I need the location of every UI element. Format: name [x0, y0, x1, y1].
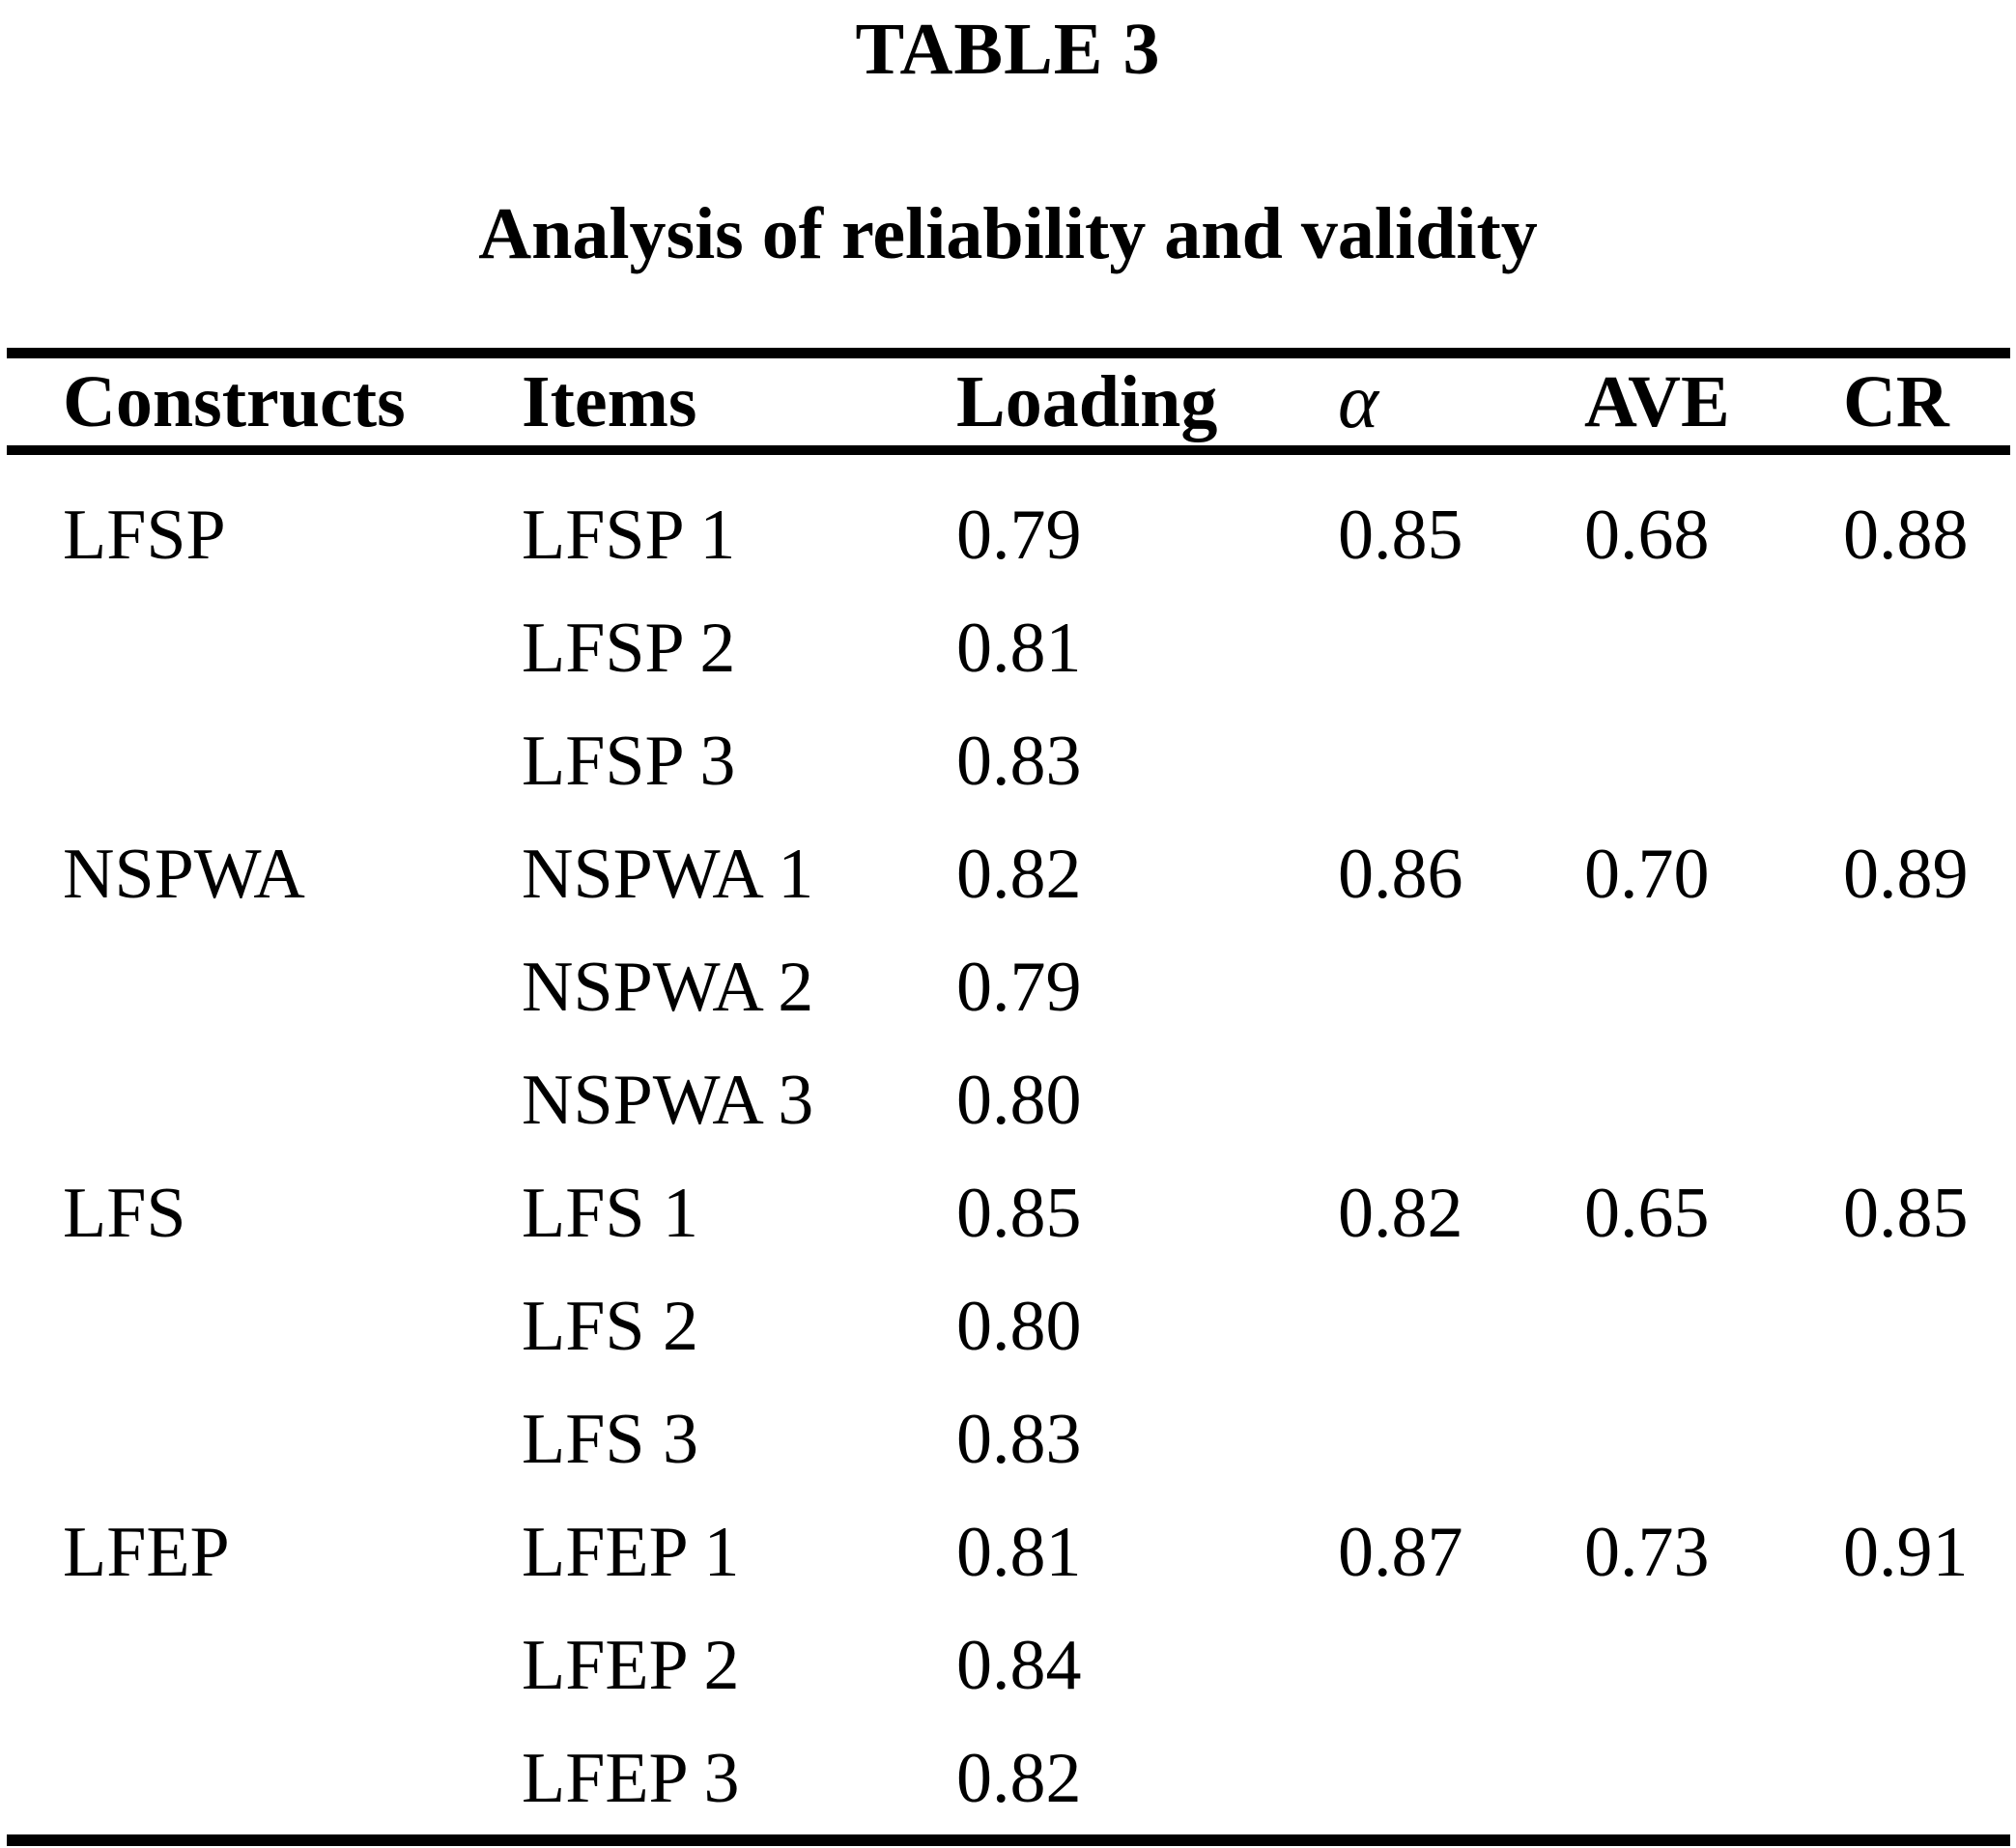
construct-cell: NSPWA — [63, 834, 305, 914]
reliability-validity-table: Constructs Items Loading α AVE CR LFSP LF… — [7, 348, 2010, 1847]
table-row: LFS LFS 1 0.85 0.82 0.65 0.85 — [7, 1156, 2010, 1269]
item-cell: LFSP 2 — [522, 608, 736, 688]
loading-cell: 0.80 — [956, 1060, 1082, 1140]
cr-cell: 0.88 — [1843, 495, 1969, 575]
construct-cell — [7, 1721, 522, 1840]
loading-cell: 0.82 — [956, 834, 1082, 914]
item-cell: LFS 2 — [522, 1286, 699, 1366]
cr-cell — [1843, 591, 2010, 704]
cr-cell — [1843, 1043, 2010, 1156]
item-cell: NSPWA 3 — [522, 1060, 814, 1140]
col-header-constructs: Constructs — [7, 353, 522, 456]
loading-cell: 0.81 — [956, 608, 1082, 688]
construct-cell — [7, 591, 522, 704]
table-row: NSPWA 3 0.80 — [7, 1043, 2010, 1156]
alpha-cell: 0.82 — [1338, 1173, 1463, 1253]
construct-cell — [7, 1608, 522, 1721]
alpha-cell: 0.87 — [1338, 1512, 1463, 1592]
item-cell: LFSP 1 — [522, 495, 736, 575]
cr-cell: 0.89 — [1843, 834, 1969, 914]
spacer-row — [7, 450, 2010, 478]
alpha-cell — [1338, 1721, 1584, 1840]
table-row: LFSP 2 0.81 — [7, 591, 2010, 704]
ave-cell — [1584, 1608, 1843, 1721]
item-cell: LFEP 1 — [522, 1512, 740, 1592]
loading-cell: 0.84 — [956, 1625, 1082, 1705]
cr-cell — [1843, 1608, 2010, 1721]
ave-cell: 0.68 — [1584, 495, 1710, 575]
table-row: LFS 3 0.83 — [7, 1382, 2010, 1495]
table-row: LFEP LFEP 1 0.81 0.87 0.73 0.91 — [7, 1495, 2010, 1608]
alpha-cell: 0.85 — [1338, 495, 1463, 575]
alpha-cell — [1338, 930, 1584, 1043]
col-header-loading: Loading — [956, 353, 1338, 456]
table-row: NSPWA 2 0.79 — [7, 930, 2010, 1043]
col-header-items: Items — [522, 353, 956, 456]
table-row: LFSP LFSP 1 0.79 0.85 0.68 0.88 — [7, 478, 2010, 591]
cr-cell — [1843, 1721, 2010, 1840]
item-cell: LFS 3 — [522, 1399, 699, 1479]
construct-cell — [7, 1043, 522, 1156]
loading-cell: 0.83 — [956, 721, 1082, 801]
table-row: NSPWA NSPWA 1 0.82 0.86 0.70 0.89 — [7, 817, 2010, 930]
table-row: LFSP 3 0.83 — [7, 704, 2010, 817]
loading-cell: 0.80 — [956, 1286, 1082, 1366]
table-row: LFEP 2 0.84 — [7, 1608, 2010, 1721]
loading-cell: 0.82 — [956, 1738, 1082, 1818]
construct-cell — [7, 1382, 522, 1495]
cr-cell — [1843, 1269, 2010, 1382]
item-cell: LFS 1 — [522, 1173, 699, 1253]
construct-cell — [7, 1269, 522, 1382]
table-title: Analysis of reliability and validity — [478, 193, 1538, 275]
construct-cell: LFS — [63, 1173, 186, 1253]
ave-cell: 0.73 — [1584, 1512, 1710, 1592]
alpha-cell — [1338, 704, 1584, 817]
alpha-cell — [1338, 1608, 1584, 1721]
item-cell: LFSP 3 — [522, 721, 736, 801]
col-header-alpha: α — [1338, 353, 1584, 456]
construct-cell — [7, 930, 522, 1043]
table-row: LFEP 3 0.82 — [7, 1721, 2010, 1840]
table-row: LFS 2 0.80 — [7, 1269, 2010, 1382]
ave-cell — [1584, 704, 1843, 817]
loading-cell: 0.83 — [956, 1399, 1082, 1479]
item-cell: LFEP 2 — [522, 1625, 740, 1705]
ave-cell — [1584, 1721, 1843, 1840]
ave-cell — [1584, 1382, 1843, 1495]
construct-cell — [7, 704, 522, 817]
col-header-ave: AVE — [1584, 353, 1843, 456]
table-body: LFSP LFSP 1 0.79 0.85 0.68 0.88 LFSP 2 0.81 LFSP… — [7, 450, 2010, 1840]
ave-cell — [1584, 591, 1843, 704]
item-cell: NSPWA 2 — [522, 947, 814, 1027]
col-header-cr: CR — [1843, 353, 2010, 456]
loading-cell: 0.81 — [956, 1512, 1082, 1592]
loading-cell: 0.79 — [956, 495, 1082, 575]
alpha-cell: 0.86 — [1338, 834, 1463, 914]
alpha-cell — [1338, 1043, 1584, 1156]
ave-cell — [1584, 1043, 1843, 1156]
cr-cell — [1843, 1382, 2010, 1495]
table-number-label: TABLE 3 — [855, 9, 1161, 90]
construct-cell: LFEP — [63, 1512, 230, 1592]
loading-cell: 0.79 — [956, 947, 1082, 1027]
construct-cell: LFSP — [63, 495, 226, 575]
header-row: Constructs Items Loading α AVE CR — [7, 353, 2010, 456]
cr-cell — [1843, 930, 2010, 1043]
ave-cell — [1584, 930, 1843, 1043]
cr-cell: 0.91 — [1843, 1512, 1969, 1592]
cr-cell: 0.85 — [1843, 1173, 1969, 1253]
ave-cell — [1584, 1269, 1843, 1382]
alpha-cell — [1338, 591, 1584, 704]
loading-cell: 0.85 — [956, 1173, 1082, 1253]
alpha-cell — [1338, 1382, 1584, 1495]
cr-cell — [1843, 704, 2010, 817]
alpha-cell — [1338, 1269, 1584, 1382]
item-cell: NSPWA 1 — [522, 834, 814, 914]
ave-cell: 0.65 — [1584, 1173, 1710, 1253]
item-cell: LFEP 3 — [522, 1738, 740, 1818]
spacer-cell — [7, 450, 2010, 478]
ave-cell: 0.70 — [1584, 834, 1710, 914]
